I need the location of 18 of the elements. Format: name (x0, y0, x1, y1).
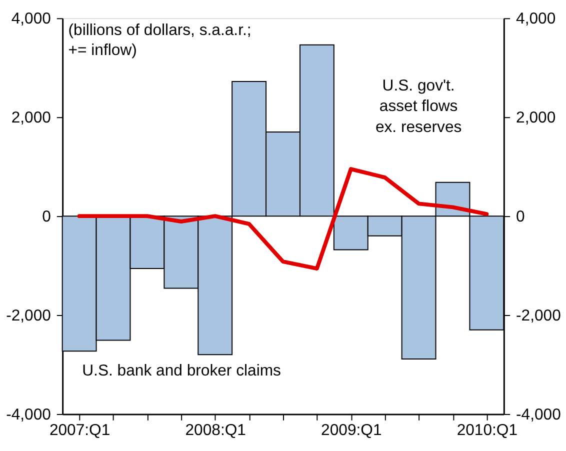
x-tick-label: 2008:Q1 (185, 422, 246, 440)
y2-tick-label: -2,000 (516, 307, 562, 324)
x-tick-label: 2007:Q1 (49, 422, 110, 440)
text: U.S. gov't. asset flows ex. reserves (375, 77, 462, 136)
line-series (77, 167, 489, 270)
annotation: (billions of dollars, s.a.a.r.; += inflow) (68, 22, 252, 59)
y2-tick-label: 4,000 (516, 10, 556, 28)
x-tick-label: 2009:Q1 (321, 422, 382, 440)
y2-tick-label: 2,000 (516, 110, 556, 127)
y2-tick-label: -4,000 (516, 406, 562, 424)
y-tick-label: 2,000 (11, 110, 52, 127)
y2-tick-label: 0 (516, 208, 526, 226)
y-tick-label: 0 (42, 208, 52, 226)
y-tick-label: 4,000 (11, 10, 52, 28)
y-tick-label: -4,000 (6, 406, 52, 424)
x-tick-label: 2010:Q1 (456, 422, 518, 440)
y-tick-label: -2,000 (6, 307, 52, 324)
series-label: U.S. bank and broker claims (82, 362, 282, 380)
